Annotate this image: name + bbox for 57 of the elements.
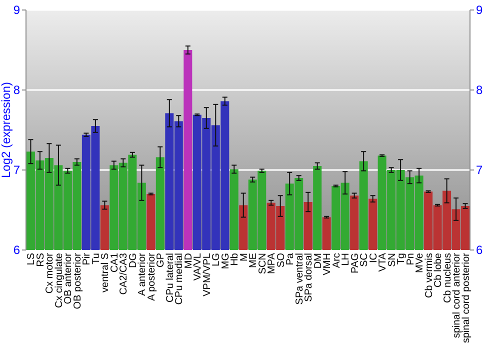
x-tick-label: OB anterior [63, 252, 74, 304]
x-tick-label: LS [26, 252, 38, 266]
y-tick-label: 6 [13, 243, 20, 258]
x-tick-label: MG [220, 252, 232, 270]
x-tick-label: Cb vermis [424, 253, 435, 298]
y-axis-title: Log2 (expression) [0, 82, 13, 178]
y-tick-label: 9 [13, 3, 20, 18]
x-tick-label: Arc [331, 253, 342, 268]
x-tick-label: RS [35, 252, 46, 267]
x-tick-label: LG [211, 252, 222, 266]
x-tick-label: CA2/CA3 [118, 252, 130, 295]
x-tick-label: VPM/VPL [202, 252, 213, 296]
x-tick-label: CPu lateral [164, 253, 176, 302]
x-tick-label: GP [156, 252, 167, 268]
x-tick-label: A anterior [137, 252, 148, 296]
x-tick-label: Cx cingulate [54, 252, 65, 308]
x-tick-label: A posterior [146, 252, 158, 301]
x-tick-label: VTA [378, 252, 389, 272]
y2-tick-label: 7 [476, 163, 483, 178]
x-tick-label: Tu [90, 253, 102, 264]
x-tick-label: spinal cord posterior [460, 252, 472, 344]
x-tick-label: spinal cord anterior [452, 252, 463, 338]
y2-tick-label: 9 [476, 3, 483, 18]
x-tick-label: MD [183, 253, 194, 269]
x-tick-label: SCN [257, 253, 268, 274]
y-tick-label: 7 [13, 163, 20, 178]
x-tick-label: SPa dorsal [304, 253, 315, 302]
x-tick-label: DG [128, 252, 139, 268]
x-tick-label: Cb nucleus [442, 253, 454, 304]
x-tick-label: CPu medial [174, 253, 186, 305]
x-tick-label: SN [386, 253, 398, 267]
y-tick-label: 8 [13, 83, 20, 98]
x-tick-label: SC [359, 253, 370, 267]
x-tick-label: Hb [230, 252, 241, 266]
y2-tick-label: 8 [476, 83, 483, 98]
x-tick-label: Pn [405, 253, 416, 266]
x-tick-label: CA1 [109, 252, 120, 272]
x-tick-label: M [238, 253, 250, 262]
x-tick-label: PAG [350, 252, 361, 274]
x-tick-label: Cb lobe [433, 252, 444, 288]
y2-tick-label: 6 [476, 243, 483, 258]
x-tick-label: Pir [82, 252, 93, 266]
x-tick-label: ME [248, 252, 260, 268]
x-tick-label: ventral S [100, 252, 112, 292]
x-tick-label: LH [340, 253, 352, 266]
x-tick-label: VA/VL [192, 252, 204, 281]
x-tick-label: Pa [285, 252, 296, 266]
x-tick-label: SO [276, 252, 287, 268]
x-tick-label: MPA [266, 252, 278, 274]
x-tick-label: DM [312, 253, 324, 269]
x-tick-label: SPa ventral [294, 253, 306, 305]
x-tick-label: OB posterior [72, 252, 84, 310]
x-tick-label: Cx motor [44, 252, 56, 294]
x-tick-label: IC [368, 253, 380, 263]
x-tick-label: Tg [396, 253, 408, 265]
x-tick-label: VMH [322, 253, 334, 276]
x-tick-label: MVe [414, 252, 426, 274]
